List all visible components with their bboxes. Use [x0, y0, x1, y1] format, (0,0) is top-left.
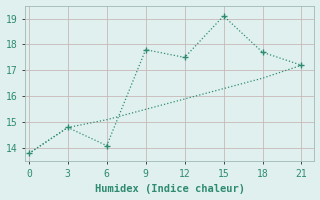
X-axis label: Humidex (Indice chaleur): Humidex (Indice chaleur) — [95, 184, 245, 194]
